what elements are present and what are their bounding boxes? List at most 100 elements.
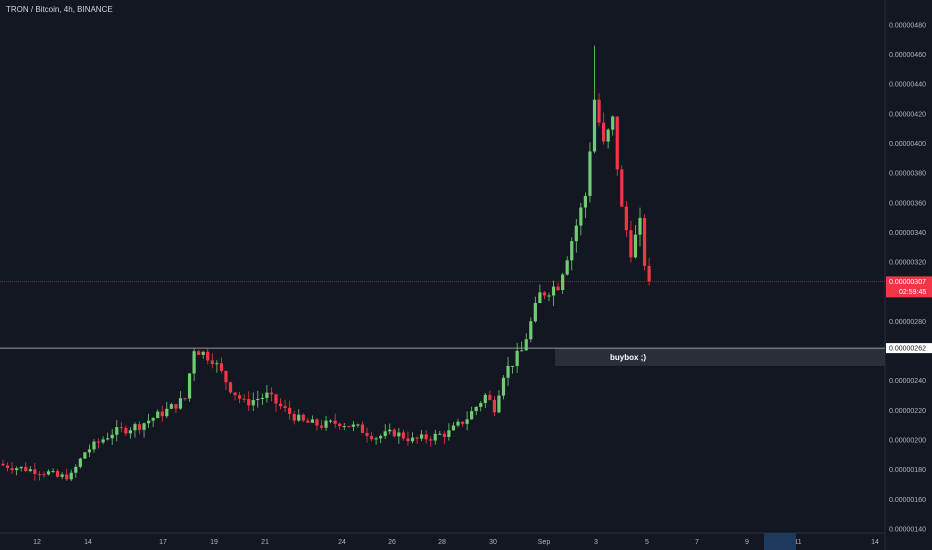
candle-body[interactable]: [242, 398, 246, 400]
candle-body[interactable]: [78, 458, 82, 467]
candle-body[interactable]: [547, 295, 551, 297]
candle-body[interactable]: [187, 373, 192, 399]
candle-body[interactable]: [28, 469, 32, 472]
candle-body[interactable]: [647, 265, 651, 282]
candle-body[interactable]: [374, 438, 378, 440]
candle-body[interactable]: [615, 116, 619, 170]
candle-body[interactable]: [46, 471, 51, 475]
candle-body[interactable]: [433, 433, 437, 441]
candle-body[interactable]: [5, 465, 10, 469]
candle-body[interactable]: [501, 377, 506, 396]
candle-body[interactable]: [410, 437, 415, 442]
candle-body[interactable]: [87, 449, 92, 453]
candle-body[interactable]: [192, 351, 196, 374]
candle-body[interactable]: [151, 418, 155, 421]
candle-body[interactable]: [156, 411, 160, 419]
candle-body[interactable]: [515, 350, 519, 366]
candle-body[interactable]: [447, 430, 451, 437]
candle-body[interactable]: [238, 395, 242, 399]
candle-body[interactable]: [215, 363, 219, 365]
candle-body[interactable]: [533, 303, 537, 322]
candle-body[interactable]: [470, 411, 474, 420]
candle-body[interactable]: [415, 437, 419, 439]
buybox-zone[interactable]: [555, 348, 885, 366]
candle-body[interactable]: [278, 403, 283, 407]
candle-body[interactable]: [497, 395, 501, 413]
candle-body[interactable]: [292, 413, 296, 421]
candle-body[interactable]: [51, 471, 55, 473]
candle-body[interactable]: [565, 260, 569, 275]
candle-body[interactable]: [392, 429, 396, 437]
candle-body[interactable]: [597, 99, 601, 123]
candle-body[interactable]: [620, 169, 624, 207]
candle-body[interactable]: [197, 351, 201, 355]
candle-body[interactable]: [420, 434, 424, 439]
candle-body[interactable]: [338, 423, 342, 427]
candle-body[interactable]: [488, 394, 492, 400]
candle-body[interactable]: [160, 411, 164, 417]
candle-body[interactable]: [570, 241, 574, 261]
candle-body[interactable]: [360, 424, 365, 433]
candle-body[interactable]: [356, 424, 360, 426]
candle-body[interactable]: [315, 419, 319, 426]
candle-body[interactable]: [642, 217, 647, 266]
candle-body[interactable]: [602, 122, 606, 142]
candle-body[interactable]: [306, 420, 310, 423]
candle-body[interactable]: [260, 397, 264, 399]
candle-body[interactable]: [388, 429, 392, 432]
candle-body[interactable]: [110, 434, 114, 439]
candle-body[interactable]: [561, 274, 565, 290]
candle-body[interactable]: [274, 394, 278, 404]
candle-body[interactable]: [319, 425, 324, 428]
candle-body[interactable]: [347, 426, 351, 428]
candle-body[interactable]: [42, 474, 46, 476]
candle-body[interactable]: [520, 350, 524, 352]
candle-body[interactable]: [401, 432, 405, 439]
candle-body[interactable]: [606, 129, 610, 142]
candle-body[interactable]: [574, 225, 578, 242]
candle-body[interactable]: [219, 363, 223, 371]
candle-body[interactable]: [511, 365, 515, 367]
candle-body[interactable]: [465, 419, 469, 424]
candle-body[interactable]: [538, 292, 542, 304]
candle-body[interactable]: [438, 433, 442, 435]
candle-body[interactable]: [56, 471, 60, 477]
candle-body[interactable]: [101, 439, 105, 443]
candle-body[interactable]: [579, 207, 583, 226]
candle-body[interactable]: [128, 430, 132, 434]
candle-body[interactable]: [424, 434, 428, 440]
candle-body[interactable]: [297, 414, 301, 421]
candle-body[interactable]: [147, 420, 151, 424]
candle-body[interactable]: [137, 424, 142, 430]
candle-body[interactable]: [301, 414, 305, 421]
candle-body[interactable]: [456, 421, 460, 426]
candle-body[interactable]: [210, 360, 214, 365]
candle-body[interactable]: [269, 392, 274, 395]
candle-body[interactable]: [92, 441, 96, 450]
candle-body[interactable]: [588, 151, 592, 196]
candle-body[interactable]: [228, 382, 233, 393]
candle-body[interactable]: [83, 452, 87, 459]
candle-body[interactable]: [119, 427, 123, 429]
candle-body[interactable]: [165, 408, 169, 417]
candle-body[interactable]: [133, 424, 137, 431]
candle-body[interactable]: [592, 99, 597, 152]
candle-body[interactable]: [283, 406, 287, 408]
candle-body[interactable]: [383, 431, 387, 437]
candle-body[interactable]: [556, 286, 560, 290]
candle-body[interactable]: [429, 439, 433, 441]
candle-body[interactable]: [483, 394, 487, 403]
candle-body[interactable]: [365, 432, 369, 437]
candle-body[interactable]: [406, 438, 410, 442]
candle-body[interactable]: [265, 392, 269, 398]
candle-body[interactable]: [397, 432, 401, 437]
candle-body[interactable]: [251, 400, 255, 406]
candle-body[interactable]: [342, 426, 346, 428]
candle-body[interactable]: [442, 433, 446, 437]
candle-body[interactable]: [529, 321, 533, 340]
candle-body[interactable]: [333, 420, 337, 424]
candle-body[interactable]: [379, 436, 383, 439]
candle-body[interactable]: [115, 427, 119, 435]
candle-body[interactable]: [324, 420, 328, 428]
